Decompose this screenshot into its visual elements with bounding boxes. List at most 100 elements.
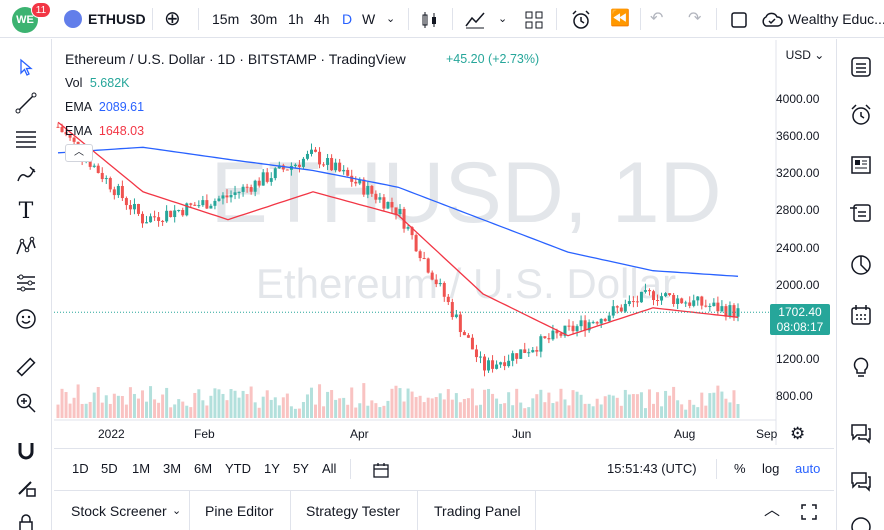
price-chart[interactable]: ETHUSD, 1D Ethereum / U.S. Dollar Ethere…	[54, 40, 834, 445]
forecast-icon[interactable]	[12, 269, 40, 297]
percent-toggle[interactable]: %	[734, 461, 746, 476]
smile-icon[interactable]	[12, 305, 40, 333]
interval-1h[interactable]: 1h	[288, 11, 304, 27]
candles-icon[interactable]	[420, 0, 440, 38]
maximize-panel-icon[interactable]	[800, 491, 818, 530]
volume-bar	[676, 400, 680, 418]
range-1m[interactable]: 1M	[132, 461, 151, 476]
volume-legend[interactable]: Vol 5.682K	[65, 76, 130, 90]
auto-toggle[interactable]: auto	[795, 461, 821, 476]
interval-30m[interactable]: 30m	[250, 11, 278, 27]
calendar-icon[interactable]	[847, 301, 875, 329]
candle-body	[253, 180, 257, 192]
chevron-down-icon[interactable]: ⌄	[498, 13, 508, 25]
ema-short-legend[interactable]: EMA 1648.03	[65, 124, 144, 138]
collapse-legend-button[interactable]: ︿	[65, 144, 93, 162]
chart-title[interactable]: Ethereum / U.S. Dollar · 1D · BITSTAMP ·…	[65, 51, 406, 67]
chat-icon[interactable]	[847, 419, 875, 447]
volume-bar	[237, 397, 241, 418]
candlesticks	[56, 123, 740, 377]
ruler-icon[interactable]	[12, 353, 40, 381]
range-3m[interactable]: 3M	[163, 461, 182, 476]
volume-bar	[217, 389, 221, 418]
indicators-icon[interactable]	[464, 0, 486, 38]
volume-bar	[696, 407, 700, 418]
cursor-icon[interactable]	[12, 53, 40, 81]
candle-body	[728, 305, 732, 317]
chart-settings-gear-icon[interactable]: ⚙	[790, 424, 806, 443]
symbol-search[interactable]: ETHUSD	[88, 11, 146, 27]
lightbulb-icon[interactable]	[847, 353, 875, 381]
news-icon[interactable]	[847, 151, 875, 179]
chat-bubbles-icon[interactable]	[847, 467, 875, 495]
range-5y[interactable]: 5Y	[293, 461, 309, 476]
candle-body	[261, 172, 265, 186]
candle-body	[720, 306, 724, 312]
price-tick-label: 1200.00	[776, 351, 820, 366]
candle-body	[330, 158, 334, 171]
interval-4h[interactable]: 4h	[314, 11, 330, 27]
date-range-calendar-icon[interactable]	[372, 449, 390, 489]
volume-bar	[326, 391, 330, 418]
redo-icon[interactable]: ↷	[688, 10, 702, 27]
candle-body	[221, 195, 225, 199]
time-tick-label: Apr	[350, 427, 369, 441]
help-icon[interactable]	[847, 513, 875, 530]
layout-grid-icon[interactable]	[524, 0, 544, 38]
volume-bar	[104, 395, 108, 418]
candle-body	[639, 291, 643, 303]
brush-icon[interactable]	[12, 161, 40, 189]
alarm-clock-icon[interactable]	[847, 101, 875, 129]
compare-plus-icon[interactable]: ⊕	[164, 8, 181, 30]
candle-body	[454, 314, 458, 318]
tab-stock-screener[interactable]: Stock Screener	[71, 503, 167, 519]
undo-icon[interactable]: ↶	[650, 10, 664, 27]
fib-lines-icon[interactable]	[12, 125, 40, 153]
chevron-down-icon[interactable]: ⌄	[172, 505, 182, 517]
candle-body	[301, 158, 305, 167]
replay-icon[interactable]: ⏪	[610, 10, 630, 27]
trend-line-icon[interactable]	[12, 89, 40, 117]
range-ytd[interactable]: YTD	[225, 461, 251, 476]
volume-bar	[378, 407, 382, 418]
alert-clock-icon[interactable]	[570, 0, 592, 38]
range-1d[interactable]: 1D	[72, 461, 89, 476]
volume-bar	[269, 399, 273, 418]
range-1y[interactable]: 1Y	[264, 461, 280, 476]
cloud-icon[interactable]	[760, 0, 784, 38]
fullscreen-box-icon[interactable]	[730, 0, 748, 38]
ideas-list-icon[interactable]	[847, 199, 875, 227]
tab-trading-panel[interactable]: Trading Panel	[434, 503, 521, 519]
lock-icon[interactable]	[12, 509, 40, 530]
tab-pine-editor[interactable]: Pine Editor	[205, 503, 274, 519]
range-5d[interactable]: 5D	[101, 461, 118, 476]
candle-body	[543, 336, 547, 339]
tab-strategy-tester[interactable]: Strategy Tester	[306, 503, 400, 519]
price-tick-label: 3200.00	[776, 166, 820, 181]
log-toggle[interactable]: log	[762, 461, 780, 476]
chevron-up-icon[interactable]: ︿	[764, 502, 781, 519]
interval-w[interactable]: W	[362, 11, 376, 27]
volume-bar	[157, 402, 161, 418]
candle-body	[478, 356, 482, 358]
publisher-name[interactable]: Wealthy Educ...	[788, 11, 884, 27]
interval-d[interactable]: D	[342, 11, 353, 27]
volume-bar	[539, 389, 543, 418]
chevron-down-icon[interactable]: ⌄	[386, 13, 396, 25]
pie-timer-icon[interactable]	[847, 251, 875, 279]
range-6m[interactable]: 6M	[194, 461, 213, 476]
volume-bar	[112, 393, 116, 418]
utc-clock[interactable]: 15:51:43 (UTC)	[607, 461, 697, 476]
lock-pencil-icon[interactable]	[12, 473, 40, 501]
pattern-icon[interactable]	[12, 233, 40, 261]
text-tool-icon[interactable]: T	[18, 198, 34, 224]
zoom-in-icon[interactable]	[12, 389, 40, 417]
ema-long-legend[interactable]: EMA 2089.61	[65, 100, 144, 114]
currency-selector[interactable]: USD ⌄	[785, 48, 825, 62]
chart-canvas[interactable]: ETHUSD, 1D Ethereum / U.S. Dollar	[54, 40, 834, 445]
watchlist-icon[interactable]	[847, 53, 875, 81]
range-all[interactable]: All	[322, 461, 337, 476]
candle-body	[495, 364, 499, 369]
magnet-icon[interactable]	[12, 437, 40, 465]
interval-15m[interactable]: 15m	[212, 11, 240, 27]
